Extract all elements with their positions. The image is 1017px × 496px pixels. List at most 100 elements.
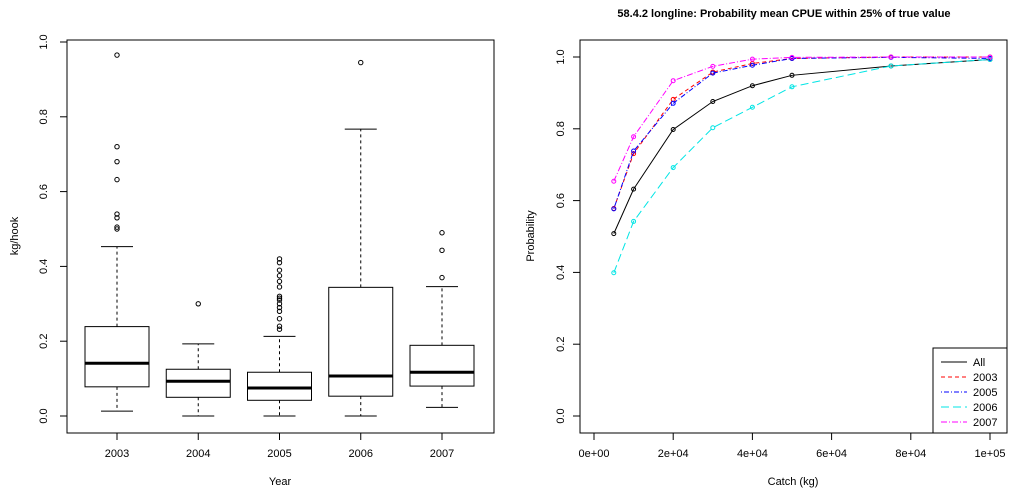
legend-label: All [973,357,985,369]
boxplot-x-label: Year [269,476,292,488]
data-point [670,165,676,171]
box-iqr [409,344,475,387]
line-chart-title: 58.4.2 longline: Probability mean CPUE w… [617,8,950,20]
y-tick-label: 1.0 [555,49,567,64]
data-point [710,99,716,105]
outlier-point [276,297,283,303]
box-2004 [165,301,231,417]
outlier-point [276,273,283,279]
boxplot-panel: 0.00.20.40.60.81.0 2003 2004 2005 2006 2007 … [9,34,495,488]
line-chart-x-label: Catch (kg) [768,476,819,488]
x-tick-label: 2004 [186,448,210,460]
data-point [749,104,755,110]
y-tick-label: 0.6 [555,193,567,208]
outlier-point [276,323,283,329]
outlier-point [276,295,283,301]
x-tick-label: 2e+04 [658,448,689,460]
data-point [710,70,716,76]
outlier-point [276,259,283,266]
series-2007 [611,54,993,184]
data-point [611,270,617,276]
outlier-point [276,326,283,332]
box-2003 [84,52,150,412]
data-point [987,54,993,60]
x-tick-label: 8e+04 [895,448,926,460]
x-tick-label: 2006 [349,448,373,460]
legend: All 2003 2005 2006 2007 [932,347,1008,434]
legend-label: 2007 [973,417,997,429]
box-iqr [247,371,312,401]
data-point [710,63,716,69]
legend-label: 2003 [973,372,997,384]
series-2003 [611,54,993,211]
outlier-point [439,230,445,236]
x-tick-label: 2007 [430,448,454,460]
outlier-point [276,278,283,285]
y-tick-label: 1.0 [38,34,50,49]
data-point [789,84,795,90]
line-chart-series [611,54,993,276]
series-2006 [611,57,993,276]
outlier-point [439,274,445,281]
data-point [710,125,716,131]
line-chart-x-axis: 0e+00 2e+04 4e+04 6e+04 8e+04 1e+05 [579,432,1005,460]
y-tick-label: 0.0 [555,408,567,423]
x-tick-label: 2005 [267,448,291,460]
data-point [749,83,755,89]
box-2005 [247,256,312,417]
box-2007 [409,230,475,408]
outlier-point [114,224,120,230]
data-point [789,72,795,78]
x-tick-label: 0e+00 [579,448,610,460]
data-point [670,78,676,84]
series-line [613,56,990,209]
series-line [613,59,991,234]
y-tick-label: 0.0 [38,408,50,423]
data-point [631,218,637,224]
data-point [611,178,617,184]
data-point [631,148,637,154]
data-point [987,57,993,63]
outlier-point [276,301,283,307]
outlier-point [439,247,445,254]
data-point [670,100,676,106]
y-tick-label: 0.2 [38,334,50,349]
box-iqr [84,326,150,388]
x-tick-label: 4e+04 [737,448,768,460]
y-tick-label: 0.4 [38,259,50,274]
data-point [631,186,637,192]
outlier-point [276,308,283,314]
data-point [749,56,755,62]
x-tick-label: 6e+04 [816,448,847,460]
data-point [888,63,894,69]
data-point [670,127,676,133]
box-iqr [165,368,231,398]
outlier-point [114,211,120,217]
legend-label: 2005 [973,387,997,399]
outlier-point [114,144,120,150]
data-point [789,54,795,60]
outlier-point [276,293,283,300]
outlier-point [276,267,283,273]
data-point [888,54,894,60]
legend-label: 2006 [973,402,997,414]
y-tick-label: 0.4 [555,265,567,280]
box-2006 [328,59,394,417]
y-tick-label: 0.8 [555,121,567,136]
boxplot-boxes [84,52,475,417]
data-point [631,134,637,140]
y-tick-label: 0.2 [555,337,567,352]
outlier-point [114,52,120,58]
outlier-point [114,158,120,165]
y-tick-label: 0.8 [38,109,50,124]
data-point [611,231,617,237]
data-point [749,62,755,68]
outlier-point [276,304,283,311]
line-chart-y-axis: 0.0 0.2 0.4 0.6 0.8 1.0 [555,49,581,424]
outlier-point [114,226,120,232]
outlier-point [358,59,364,66]
box-iqr [328,286,394,397]
series-line [613,56,990,182]
outlier-point [195,301,201,307]
